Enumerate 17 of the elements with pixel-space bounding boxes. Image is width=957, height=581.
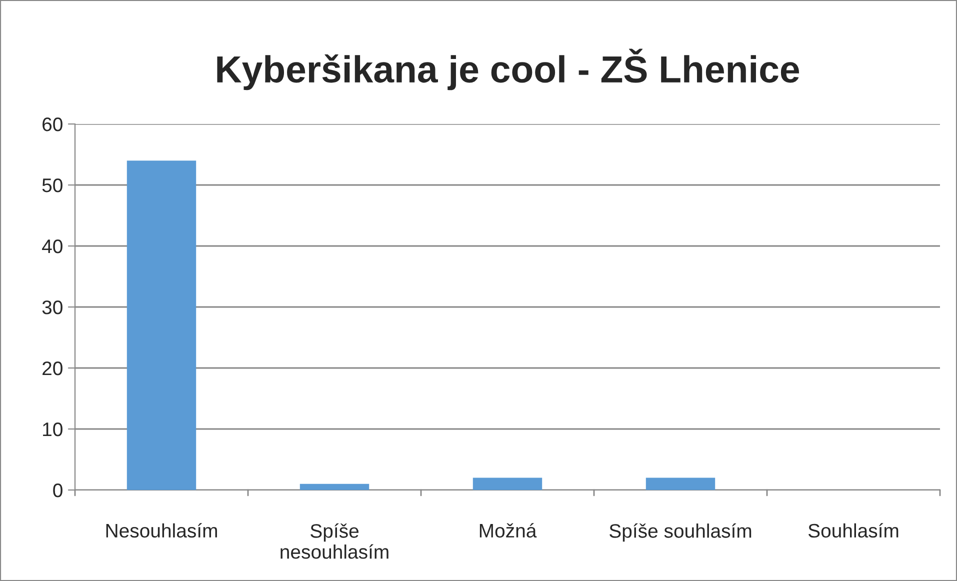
y-tick-label: 30	[42, 300, 62, 314]
y-tick-label: 60	[42, 117, 62, 132]
bar	[300, 484, 370, 490]
y-tick-label: 50	[42, 178, 62, 192]
bar	[126, 160, 196, 490]
bar	[646, 478, 716, 490]
y-tick-label: 10	[43, 422, 62, 436]
x-tick-label: Spíše nesouhlasím	[280, 523, 388, 559]
y-tick-label: 20	[42, 361, 62, 376]
y-tick-label: 0	[53, 483, 62, 498]
chart-title: Kyberšikana je cool - ZŠ Lhenice	[217, 48, 800, 90]
x-tick-label: Souhlasím	[808, 523, 898, 538]
x-tick-label: Spíše souhlasím	[610, 523, 752, 542]
y-tick-label: 40	[42, 239, 62, 254]
x-tick-label: Nesouhlasím	[106, 523, 217, 538]
x-tick-label: Možná	[480, 523, 537, 538]
bar	[472, 478, 542, 490]
